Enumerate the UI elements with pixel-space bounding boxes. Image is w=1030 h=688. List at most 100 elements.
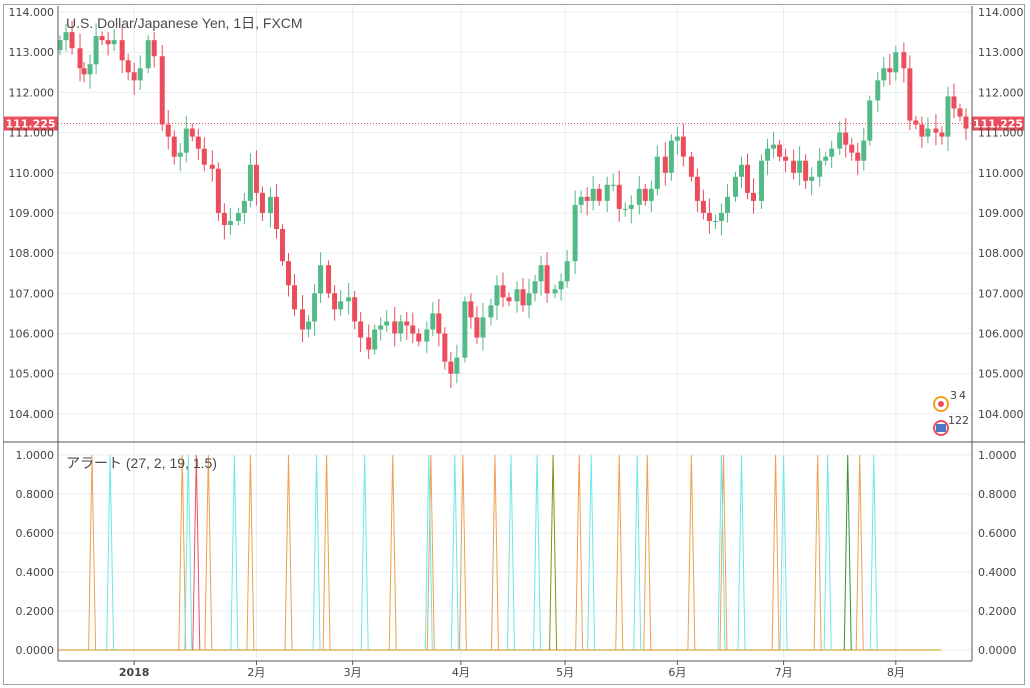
candle-body <box>610 184 616 186</box>
current-price-label-right: 111.225 <box>973 118 1023 131</box>
time-tick-label: 5月 <box>556 666 574 679</box>
candle-body <box>77 48 83 69</box>
candle-body <box>488 305 494 318</box>
indicator-spike <box>779 454 788 651</box>
candle-body <box>338 301 344 310</box>
candle-body <box>247 164 253 201</box>
price-tick-label-right: 113.000 <box>978 46 1024 59</box>
candle-body <box>480 317 486 338</box>
candle <box>209 150 215 182</box>
candle-body <box>732 176 738 197</box>
indicator-spike <box>322 454 331 651</box>
candle-body <box>751 192 757 201</box>
indicator-spike <box>106 454 115 651</box>
candle-body <box>809 176 815 181</box>
candle-body <box>93 36 99 65</box>
candle <box>532 274 538 302</box>
candle <box>404 311 410 340</box>
candle-body <box>791 160 797 173</box>
price-tick-label-right: 106.000 <box>978 328 1024 341</box>
candle <box>165 110 171 150</box>
indicator-spike <box>230 454 239 651</box>
event-marker-count: 12 <box>948 414 962 427</box>
candle <box>346 282 352 315</box>
candle-body <box>378 325 384 330</box>
candle <box>823 151 829 166</box>
candle <box>875 72 881 112</box>
candle <box>783 148 789 172</box>
candle-body <box>771 144 777 149</box>
candle-body <box>63 32 69 41</box>
candle-body <box>700 200 706 213</box>
candle-body <box>783 156 789 161</box>
candle-body <box>273 196 279 230</box>
candle-body <box>372 329 378 350</box>
candle <box>448 351 454 389</box>
candle <box>584 187 590 216</box>
candle <box>718 203 724 236</box>
candle <box>292 274 298 316</box>
price-axis-labels: 114.000 114.000 113.000 113.000 112.000 112.0… <box>9 6 1024 421</box>
candle <box>87 54 93 89</box>
time-tick-label: 6月 <box>668 666 686 679</box>
chart-frame <box>3 4 1025 685</box>
price-tick-label-left: 106.000 <box>9 328 55 341</box>
candle-body <box>718 212 724 221</box>
candle-body <box>636 188 642 205</box>
indicator-tick-label-right: 0.0000 <box>978 644 1017 657</box>
candle-body <box>668 140 674 173</box>
price-tick-label-right: 107.000 <box>978 287 1024 300</box>
candle <box>809 167 815 196</box>
candle <box>837 121 843 156</box>
candle <box>279 224 285 266</box>
candle-body <box>195 136 201 149</box>
candle-body <box>538 265 544 282</box>
indicator-spike <box>771 454 780 651</box>
event-marker-count: 3 <box>950 389 957 402</box>
candle <box>604 176 610 213</box>
candle <box>318 252 324 303</box>
candle <box>526 278 532 319</box>
candle <box>398 315 404 342</box>
indicator-tick-label-left: 1.0000 <box>16 449 55 462</box>
candle <box>189 123 195 142</box>
candle <box>93 23 99 74</box>
candle <box>366 324 372 360</box>
candle-body <box>87 64 93 75</box>
candle <box>590 175 596 211</box>
candle <box>454 344 460 384</box>
indicator-spike <box>458 454 467 651</box>
candle <box>119 25 125 74</box>
candle <box>215 162 221 221</box>
candle <box>803 154 809 189</box>
indicator-spike <box>643 454 652 651</box>
candle-body <box>474 317 480 338</box>
candle-body <box>424 329 430 342</box>
price-tick-label-left: 105.000 <box>9 368 55 381</box>
candle-body <box>189 128 195 137</box>
candle-body <box>901 52 907 69</box>
price-tick-label-left: 114.000 <box>9 6 55 19</box>
candle <box>247 153 253 208</box>
candle-body <box>448 361 454 374</box>
candle <box>480 302 486 351</box>
candle-body <box>430 313 436 330</box>
candle <box>332 285 338 321</box>
candle <box>564 249 570 288</box>
indicator-spike <box>869 454 878 651</box>
candle-body <box>823 156 829 161</box>
time-tick-label: 8月 <box>887 666 905 679</box>
candle-body <box>442 333 448 362</box>
candle <box>887 53 893 86</box>
candle <box>81 61 87 83</box>
candle-body <box>436 313 442 334</box>
indicator-tick-label-left: 0.0000 <box>16 644 55 657</box>
candle-body <box>674 136 680 141</box>
candle-body <box>145 40 151 69</box>
event-markers: 3 4 12 2 <box>933 389 969 436</box>
candle <box>616 170 622 222</box>
event-marker-ring <box>933 396 949 412</box>
candle-body <box>945 96 951 137</box>
candle-body <box>724 196 730 213</box>
indicator-axis-labels: 1.0000 1.0000 0.8000 0.8000 0.6000 0.6000 0.40… <box>16 449 1017 657</box>
